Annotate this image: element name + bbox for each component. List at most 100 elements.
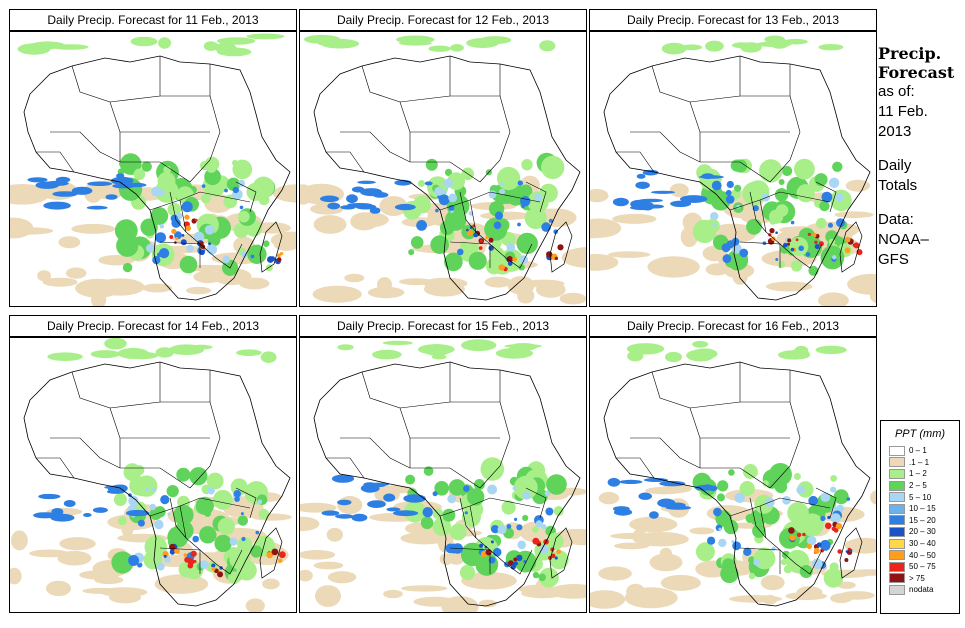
light-rain-area <box>746 218 762 235</box>
light-rain-area <box>118 516 127 526</box>
country-border <box>749 497 767 539</box>
moderate-rain-area <box>553 229 558 234</box>
moderate-rain-area <box>152 256 161 265</box>
ocean-rain-band <box>335 514 354 519</box>
heavy-rain-cell <box>814 244 820 250</box>
dry-area <box>461 571 517 590</box>
heavy-rain-cell <box>277 253 281 258</box>
light-rain-area <box>372 349 402 360</box>
dry-area <box>400 585 448 592</box>
light-rain-area <box>692 340 709 348</box>
legend-swatch <box>889 526 905 537</box>
heavy-rain-cell <box>488 245 494 251</box>
dry-area <box>377 277 392 293</box>
dry-area <box>484 276 512 288</box>
light-rain-area <box>205 161 217 173</box>
country-border <box>449 547 491 574</box>
dry-area <box>870 490 876 505</box>
ocean-rain-band <box>649 511 659 519</box>
moderate-rain-area <box>167 512 171 516</box>
ocean-rain-band <box>320 195 339 203</box>
ocean-rain-band <box>63 500 76 507</box>
legend-swatch <box>889 573 905 584</box>
moderate-rain-area <box>805 252 811 257</box>
moderate-rain-area <box>832 255 837 260</box>
light-rain-area <box>774 188 789 202</box>
africa-coastline <box>313 55 581 301</box>
heavy-rain-cell <box>554 256 558 260</box>
asof-label: as of: <box>878 83 915 100</box>
light-rain-area <box>745 513 755 523</box>
dry-area <box>337 496 363 515</box>
ocean-rain-band <box>116 173 125 179</box>
country-border <box>399 362 451 409</box>
dry-area <box>598 491 620 505</box>
heavy-rain-cell <box>217 571 224 578</box>
country-border <box>159 547 201 574</box>
moderate-rain-area <box>186 244 194 253</box>
heavy-rain-cell <box>466 229 473 237</box>
light-rain-area <box>717 493 725 502</box>
light-rain-area <box>214 534 232 553</box>
ocean-rain-band <box>110 176 134 185</box>
light-rain-area <box>832 161 843 172</box>
heavy-rain-cell <box>488 550 492 554</box>
forecast-panel-feb16: Daily Precip. Forecast for 16 Feb., 2013 <box>589 315 877 613</box>
ocean-rain-band <box>125 509 150 517</box>
moderate-rain-area <box>498 188 506 195</box>
heavy-rain-cell <box>479 543 484 548</box>
country-border <box>169 497 187 539</box>
dry-area <box>610 532 666 540</box>
heavy-rain-cell <box>831 526 836 531</box>
moderate-rain-area <box>812 558 823 570</box>
ocean-rain-band <box>331 474 355 483</box>
country-border <box>449 241 491 268</box>
light-rain-area <box>262 240 270 247</box>
moderate-rain-area <box>463 485 470 492</box>
dry-area <box>549 584 586 599</box>
moderate-rain-area <box>222 255 231 264</box>
light-rain-area <box>238 210 250 223</box>
dry-area <box>844 537 876 554</box>
light-rain-area <box>410 236 424 249</box>
moderate-rain-area <box>782 496 791 505</box>
moderate-rain-area <box>725 195 735 204</box>
light-rain-area <box>732 42 753 49</box>
moderate-rain-area <box>823 539 828 544</box>
light-rain-area <box>705 40 724 52</box>
madagascar-outline <box>839 527 863 579</box>
dry-area <box>629 516 678 533</box>
ocean-rain-band <box>360 483 380 493</box>
totals-line2: Totals <box>878 177 918 194</box>
country-border <box>50 437 121 469</box>
light-rain-area <box>501 500 516 515</box>
moderate-rain-area <box>241 536 246 542</box>
country-border <box>235 487 257 519</box>
moderate-rain-area <box>718 527 722 531</box>
moderate-rain-area <box>819 540 831 551</box>
legend-label: 20 – 30 <box>909 527 936 537</box>
light-rain-area <box>825 230 839 244</box>
precip-field <box>10 338 292 612</box>
light-rain-area <box>734 184 742 192</box>
forecast-panel-feb15: Daily Precip. Forecast for 15 Feb., 2013 <box>299 315 587 613</box>
light-rain-area <box>541 155 565 180</box>
heavy-rain-cell <box>184 214 190 220</box>
light-rain-area <box>402 200 422 220</box>
precip-field <box>10 33 296 306</box>
legend-label: 30 – 40 <box>909 539 936 549</box>
moderate-rain-area <box>442 190 447 195</box>
ocean-rain-band <box>327 202 341 210</box>
heavy-rain-cell <box>844 236 851 243</box>
moderate-rain-area <box>233 490 241 498</box>
moderate-rain-area <box>739 248 749 258</box>
dry-area <box>96 278 145 296</box>
country-border <box>729 191 831 211</box>
panel-title: Daily Precip. Forecast for 15 Feb., 2013 <box>299 315 587 337</box>
legend-label: 1 – 2 <box>909 469 927 479</box>
light-rain-area <box>166 485 179 498</box>
moderate-rain-area <box>199 560 209 569</box>
moderate-rain-area <box>712 223 717 228</box>
legend-item: .1 – 1 <box>889 457 959 469</box>
light-rain-area <box>546 474 567 495</box>
